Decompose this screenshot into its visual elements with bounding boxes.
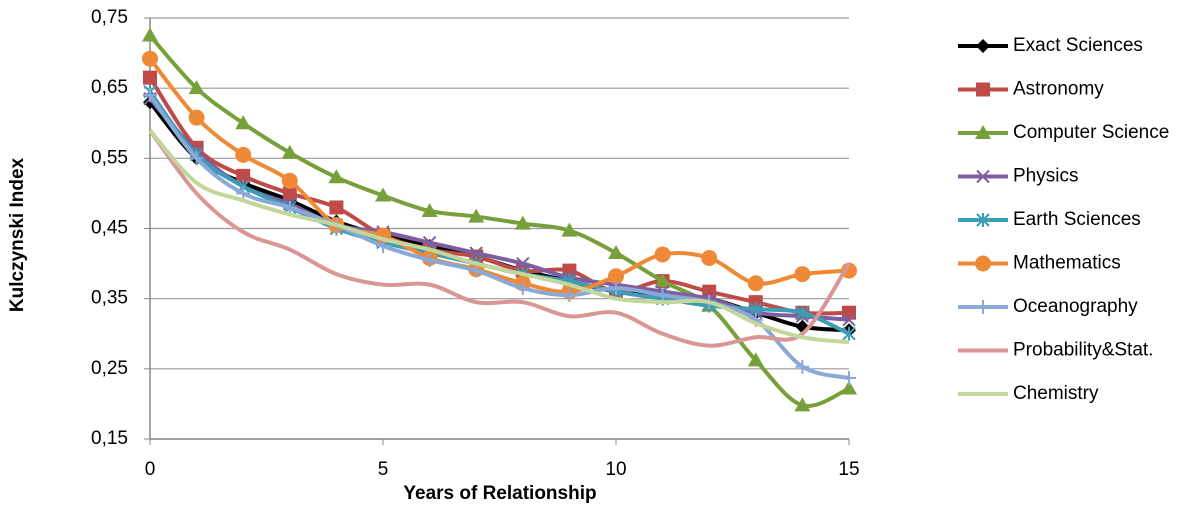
marker bbox=[976, 213, 990, 227]
legend-label: Chemistry bbox=[1013, 383, 1099, 404]
legend-label: Exact Sciences bbox=[1013, 35, 1143, 56]
legend-label: Earth Sciences bbox=[1013, 209, 1141, 230]
marker bbox=[794, 397, 811, 412]
y-tick-label: 0,15 bbox=[91, 428, 128, 449]
x-tick-label: 15 bbox=[838, 459, 859, 480]
x-axis-title: Years of Relationship bbox=[403, 483, 596, 504]
y-tick-label: 0,25 bbox=[91, 358, 128, 379]
legend-entry: Probability&Stat. bbox=[958, 340, 1153, 361]
marker bbox=[976, 300, 990, 314]
marker bbox=[188, 80, 205, 95]
marker bbox=[976, 39, 990, 53]
marker bbox=[235, 115, 252, 130]
marker bbox=[842, 370, 856, 385]
marker bbox=[795, 359, 810, 374]
marker bbox=[142, 27, 158, 42]
marker bbox=[609, 281, 623, 296]
marker bbox=[975, 125, 991, 139]
legend-label: Oceanography bbox=[1013, 296, 1138, 317]
marker bbox=[188, 109, 205, 126]
y-tick-label: 0,45 bbox=[91, 218, 128, 239]
marker bbox=[375, 187, 391, 202]
series-line bbox=[148, 76, 850, 316]
marker bbox=[142, 50, 158, 67]
marker bbox=[422, 253, 437, 268]
marker bbox=[516, 256, 530, 271]
marker bbox=[608, 268, 624, 285]
x-tick-label: 10 bbox=[605, 459, 626, 480]
marker bbox=[562, 288, 577, 303]
marker bbox=[841, 380, 857, 395]
legend-label: Probability&Stat. bbox=[1013, 340, 1153, 361]
marker bbox=[976, 82, 990, 97]
marker bbox=[561, 222, 578, 237]
series-line bbox=[148, 100, 850, 333]
marker bbox=[747, 352, 764, 367]
y-tick-label: 0,65 bbox=[91, 77, 128, 98]
series-line bbox=[148, 129, 851, 348]
marker bbox=[282, 186, 297, 201]
marker bbox=[329, 200, 344, 215]
series-line bbox=[148, 90, 850, 336]
legend-label: Physics bbox=[1013, 166, 1078, 187]
marker bbox=[469, 263, 484, 278]
legend-entry: Astronomy bbox=[958, 79, 1104, 100]
marker bbox=[328, 169, 345, 184]
marker bbox=[701, 249, 718, 266]
marker bbox=[376, 239, 390, 254]
marker bbox=[421, 202, 438, 217]
marker bbox=[281, 144, 298, 159]
marker bbox=[654, 246, 671, 263]
marker bbox=[976, 169, 990, 184]
legend-label: Mathematics bbox=[1013, 253, 1121, 274]
marker bbox=[842, 313, 856, 327]
marker bbox=[794, 266, 811, 283]
marker bbox=[281, 172, 298, 189]
legend-entry: Chemistry bbox=[958, 383, 1099, 404]
legend-label: Computer Science bbox=[1013, 122, 1169, 143]
legend-entry: Earth Sciences bbox=[958, 209, 1141, 230]
x-tick-label: 5 bbox=[378, 459, 389, 480]
y-tick-label: 0,75 bbox=[91, 7, 128, 28]
marker bbox=[747, 275, 764, 292]
marker bbox=[514, 215, 531, 230]
marker bbox=[143, 70, 157, 85]
legend-entry: Exact Sciences bbox=[958, 35, 1143, 56]
marker bbox=[236, 168, 251, 183]
marker bbox=[235, 146, 252, 163]
legend-entry: Mathematics bbox=[958, 253, 1121, 274]
marker bbox=[795, 305, 810, 320]
marker bbox=[654, 273, 671, 288]
marker bbox=[236, 186, 251, 201]
series-line bbox=[148, 34, 850, 409]
series-line bbox=[148, 128, 850, 345]
y-axis-title: Kulczynski Index bbox=[7, 157, 28, 312]
legend-entry: Computer Science bbox=[958, 122, 1169, 143]
marker bbox=[515, 281, 530, 296]
series-line bbox=[148, 57, 850, 294]
marker bbox=[189, 151, 204, 166]
legend-entry: Oceanography bbox=[958, 296, 1138, 317]
y-tick-label: 0,35 bbox=[91, 288, 128, 309]
series-line bbox=[148, 93, 850, 380]
marker bbox=[469, 246, 483, 260]
y-tick-label: 0,55 bbox=[91, 147, 128, 168]
marker bbox=[282, 200, 297, 215]
marker bbox=[468, 208, 485, 223]
marker bbox=[143, 88, 157, 103]
legend-entry: Physics bbox=[958, 166, 1078, 187]
marker bbox=[608, 245, 624, 260]
marker bbox=[842, 326, 856, 341]
marker bbox=[975, 255, 991, 272]
legend-label: Astronomy bbox=[1013, 79, 1104, 100]
marker bbox=[655, 288, 670, 303]
x-tick-label: 0 bbox=[145, 459, 156, 480]
